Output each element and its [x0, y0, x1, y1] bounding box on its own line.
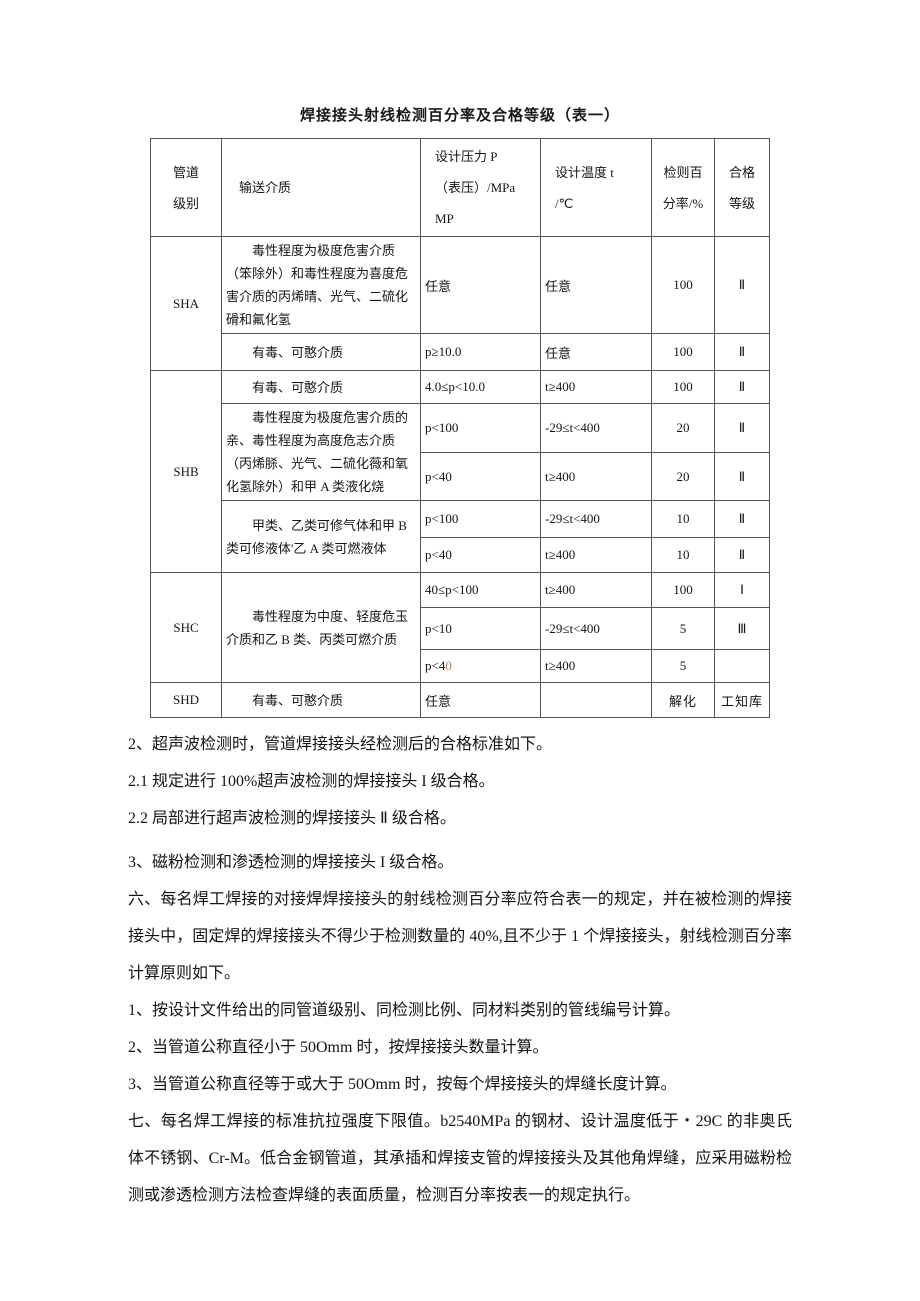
- cell-pressure: p<40: [420, 537, 541, 573]
- cell-percent: 100: [651, 333, 715, 371]
- table-row: p<40 t≥400 10 Ⅱ: [151, 537, 770, 573]
- cell-temperature: -29≤t<400: [540, 403, 652, 453]
- cell-temperature: -29≤t<400: [540, 607, 652, 650]
- cell-grade: Ⅱ: [714, 452, 770, 501]
- header-medium: 输送介质: [221, 138, 421, 237]
- table-row: 毒性程度为极度危害介质的亲、毒性程度为高度危志介质（丙烯脎、光气、二硫化薇和氧化…: [151, 403, 770, 501]
- cell-pressure: p≥10.0: [420, 333, 541, 371]
- cell-medium: 毒性程度为极度危害介质的亲、毒性程度为高度危志介质（丙烯脎、光气、二硫化薇和氧化…: [221, 403, 421, 501]
- cell-percent: 100: [651, 236, 715, 334]
- cell-pressure: p<40: [420, 649, 541, 683]
- inspection-table: 管道 级别 输送介质 设计压力 P （表压）/MPa MP 设计温度 t /℃ …: [150, 138, 770, 718]
- cell-temperature: t≥400: [540, 649, 652, 683]
- cell-grade: Ⅱ: [714, 537, 770, 573]
- pressure-value: p<4: [425, 658, 446, 673]
- cell-pressure: 任意: [420, 682, 541, 718]
- cell-pressure: 40≤p<100: [420, 572, 541, 608]
- group-label-shd: SHD: [150, 682, 222, 718]
- cell-pressure: p<100: [420, 500, 541, 538]
- table-header-row: 管道 级别 输送介质 设计压力 P （表压）/MPa MP 设计温度 t /℃ …: [150, 138, 770, 237]
- cell-percent: 10: [651, 537, 715, 573]
- cell-grade: Ⅱ: [714, 500, 770, 538]
- cell-temperature: [540, 682, 652, 718]
- cell-medium: 甲类、乙类可修气体和甲 B 类可修液体'乙 A 类可燃液体: [221, 500, 421, 573]
- paragraph-7: 七、每名焊工焊接的标准抗拉强度下限值。b2540MPa 的钢材、设计温度低于・2…: [128, 1113, 792, 1204]
- cell-percent: 5: [651, 607, 715, 650]
- pressure-zero-digit: 0: [445, 658, 452, 673]
- cell-percent: 20: [651, 452, 715, 501]
- table-row: p<40 t≥400 5: [151, 649, 770, 683]
- cell-percent: 5: [651, 649, 715, 683]
- paragraph-calc-1: 1、按设计文件给出的同管道级别、同检测比例、同材料类别的管线编号计算。: [128, 1002, 681, 1019]
- cell-temperature: 任意: [540, 333, 652, 371]
- group-label-shb: SHB: [150, 370, 222, 573]
- cell-medium: 有毒、可憨介质: [221, 333, 421, 371]
- cell-grade: [714, 649, 770, 683]
- cell-grade: Ⅱ: [714, 333, 770, 371]
- cell-pressure: 任意: [420, 236, 541, 334]
- cell-grade: Ⅲ: [714, 607, 770, 650]
- group-label-sha: SHA: [150, 236, 222, 371]
- cell-temperature: t≥400: [540, 370, 652, 404]
- cell-temperature: -29≤t<400: [540, 500, 652, 538]
- table-row: p<40 t≥400 20 Ⅱ: [151, 452, 770, 501]
- cell-percent: 100: [651, 572, 715, 608]
- cell-percent: 100: [651, 370, 715, 404]
- table-row: SHB 有毒、可憨介质 4.0≤p<10.0 t≥400 100 Ⅱ: [150, 370, 770, 573]
- table-row: 甲类、乙类可修气体和甲 B 类可修液体'乙 A 类可燃液体 p<100 -29≤…: [151, 500, 770, 573]
- cell-grade: Ⅰ: [714, 572, 770, 608]
- cell-medium: 有毒、可憨介质: [221, 370, 421, 404]
- cell-medium: 有毒、可憨介质: [221, 682, 421, 718]
- header-qualified-grade: 合格 等级: [714, 138, 770, 237]
- cell-grade: Ⅱ: [714, 236, 770, 334]
- paragraph-calc-2: 2、当管道公称直径小于 50Omm 时，按焊接接头数量计算。: [128, 1039, 549, 1056]
- cell-temperature: t≥400: [540, 572, 652, 608]
- paragraph-2: 2、超声波检测时，管道焊接接头经检测后的合格标准如下。: [128, 736, 553, 753]
- cell-pressure: 4.0≤p<10.0: [420, 370, 541, 404]
- table-row: SHC 毒性程度为中度、轻度危玉介质和乙 B 类、丙类可燃介质 40≤p<100…: [150, 572, 770, 683]
- cell-percent: 10: [651, 500, 715, 538]
- paragraph-3: 3、磁粉检测和渗透检测的焊接接头 I 级合格。: [128, 854, 454, 871]
- paragraph-2-1: 2.1 规定进行 100%超声波检测的焊接接头 I 级合格。: [128, 773, 495, 790]
- cell-grade-watermark: 工知库: [714, 682, 770, 718]
- cell-pressure: p<10: [420, 607, 541, 650]
- header-pipe-class: 管道 级别: [150, 138, 222, 237]
- cell-pressure: p<40: [420, 452, 541, 501]
- header-design-temperature: 设计温度 t /℃: [540, 138, 652, 237]
- cell-temperature: 任意: [540, 236, 652, 334]
- page-title: 焊接接头射线检测百分率及合格等级（表一）: [299, 107, 620, 124]
- paragraph-2-2: 2.2 局部进行超声波检测的焊接接头 Ⅱ 级合格。: [128, 810, 456, 827]
- header-inspection-percent: 检则百 分率/%: [651, 138, 715, 237]
- paragraph-calc-3: 3、当管道公称直径等于或大于 50Omm 时，按每个焊接接头的焊缝长度计算。: [128, 1076, 677, 1093]
- paragraph-6: 六、每名焊工焊接的对接焊焊接接头的射线检测百分率应符合表一的规定，并在被检测的焊…: [128, 891, 792, 982]
- table-row: 有毒、可憨介质 p≥10.0 任意 100 Ⅱ: [151, 333, 770, 371]
- cell-percent: 20: [651, 403, 715, 453]
- cell-medium: 毒性程度为极度危害介质（笨除外）和毒性程度为喜度危害介质的丙烯晴、光气、二硫化磆…: [221, 236, 421, 334]
- cell-medium: 毒性程度为中度、轻度危玉介质和乙 B 类、丙类可燃介质: [221, 572, 421, 683]
- cell-grade: Ⅱ: [714, 403, 770, 453]
- cell-temperature: t≥400: [540, 452, 652, 501]
- group-label-shc: SHC: [150, 572, 222, 683]
- table-row: SHA 毒性程度为极度危害介质（笨除外）和毒性程度为喜度危害介质的丙烯晴、光气、…: [150, 236, 770, 371]
- cell-grade: Ⅱ: [714, 370, 770, 404]
- cell-percent: 解化: [651, 682, 715, 718]
- table-row: SHD 有毒、可憨介质 任意 解化 工知库: [150, 682, 770, 718]
- header-design-pressure: 设计压力 P （表压）/MPa MP: [420, 138, 541, 237]
- table-row: p<10 -29≤t<400 5 Ⅲ: [151, 607, 770, 650]
- body-text: 2、超声波检测时，管道焊接接头经检测后的合格标准如下。 2.1 规定进行 100…: [128, 726, 792, 1214]
- cell-pressure: p<100: [420, 403, 541, 453]
- cell-temperature: t≥400: [540, 537, 652, 573]
